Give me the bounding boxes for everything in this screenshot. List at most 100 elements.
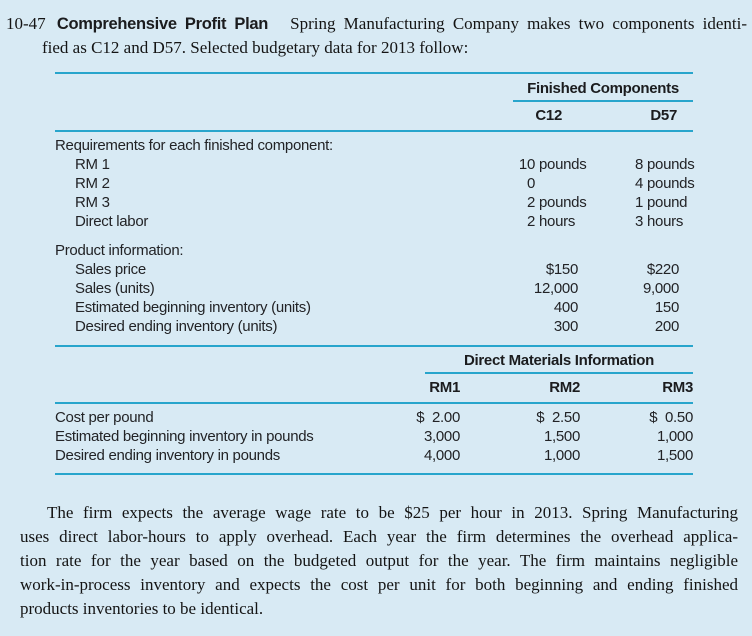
d57-unit: pounds xyxy=(647,175,695,192)
row-label: Estimated beginning inventory in pounds xyxy=(55,428,314,445)
c12-cell: 0 xyxy=(477,174,585,193)
table-row: Desired ending inventory (units) 300 200 xyxy=(55,317,693,336)
table-row: Sales price $150 $220 xyxy=(55,260,693,279)
c12-cell: 300 xyxy=(477,317,585,336)
row-label: RM 3 xyxy=(75,194,110,211)
column-header-rm2: RM2 xyxy=(549,379,580,396)
table-row: Estimated beginning inventory in pounds … xyxy=(55,427,693,446)
d57-value: 9,000 xyxy=(642,280,679,297)
row-label: Estimated beginning inventory (units) xyxy=(75,299,311,316)
rm3-value: 1,000 xyxy=(656,428,693,445)
d57-cell: 200 xyxy=(585,317,693,336)
paragraph-line: tion rate for the year based on the budg… xyxy=(20,551,738,570)
c12-cell: 400 xyxy=(477,298,585,317)
section-gap xyxy=(55,231,693,241)
d57-unit: hours xyxy=(647,213,684,230)
row-label: Desired ending inventory (units) xyxy=(75,318,278,335)
c12-unit xyxy=(539,174,585,193)
closing-paragraph: The firm expects the average wage rate t… xyxy=(20,501,738,621)
column-header-rm3: RM3 xyxy=(662,379,693,396)
row-label: Desired ending inventory in pounds xyxy=(55,447,280,464)
paragraph-line: work-in-process inventory and expects th… xyxy=(20,575,738,594)
d57-cell: 150 xyxy=(585,298,693,317)
c12-value: 300 xyxy=(553,318,578,335)
column-header-c12: C12 xyxy=(535,107,562,124)
d57-cell: 4 pounds xyxy=(585,174,695,193)
problem-intro-line1: Spring Manufacturing Company makes two c… xyxy=(290,14,747,33)
row-label: Sales (units) xyxy=(75,280,155,297)
problem-title: Comprehensive Profit Plan xyxy=(56,15,269,33)
table-row: Cost per pound $ 2.00 $ 2.50 $ 0.50 xyxy=(55,408,693,427)
table-row: RM 3 2 pounds 1 pound xyxy=(55,193,693,212)
d57-value: 1 xyxy=(634,194,643,211)
d57-unit: pound xyxy=(647,194,688,211)
d57-cell: 1 pound xyxy=(585,193,693,212)
c12-cell: 12,000 xyxy=(477,279,585,298)
c12-value: 10 xyxy=(518,156,535,173)
budget-tables: Finished Components C12 D57 Requirements… xyxy=(55,72,695,475)
table-row: RM 1 10 pounds 8 pounds xyxy=(55,155,695,174)
section-heading-requirements: Requirements for each finished component… xyxy=(55,137,333,154)
rm1-value: 3,000 xyxy=(423,428,460,445)
table2-body: Cost per pound $ 2.00 $ 2.50 $ 0.50 Esti… xyxy=(55,404,693,473)
section-heading-product-info: Product information: xyxy=(55,242,184,259)
table-row: Sales (units) 12,000 9,000 xyxy=(55,279,693,298)
rm2-value: 1,000 xyxy=(543,447,580,464)
c12-cell: $150 xyxy=(477,260,585,279)
c12-unit: pounds xyxy=(539,194,587,211)
d57-value: $220 xyxy=(646,261,679,278)
d57-value: 200 xyxy=(654,318,679,335)
problem-number: 10-47 xyxy=(6,14,46,33)
d57-cell: $220 xyxy=(585,260,693,279)
paragraph-line: uses direct labor-hours to apply overhea… xyxy=(20,527,738,546)
c12-value: 400 xyxy=(553,299,578,316)
table-row: Direct labor 2 hours 3 hours xyxy=(55,212,693,231)
d57-value: 3 xyxy=(634,213,643,230)
rm2-value: $ 2.50 xyxy=(536,409,580,426)
d57-value: 150 xyxy=(654,299,679,316)
direct-materials-header: Direct Materials Information xyxy=(425,347,693,374)
c12-value: 2 xyxy=(526,194,535,211)
d57-unit: pounds xyxy=(647,156,695,173)
problem-intro-line2: fied as C12 and D57. Selected budgetary … xyxy=(42,38,469,57)
row-label: Direct labor xyxy=(75,213,149,230)
column-header-rm1: RM1 xyxy=(429,379,460,396)
table-row: Estimated beginning inventory (units) 40… xyxy=(55,298,693,317)
d57-cell: 3 hours xyxy=(585,212,693,231)
table2-bottom-rule xyxy=(55,473,693,475)
table1-body: Requirements for each finished component… xyxy=(55,132,695,345)
paragraph-line: products inventories to be identical. xyxy=(20,599,264,618)
table-row: Desired ending inventory in pounds 4,000… xyxy=(55,446,693,465)
rm2-value: 1,500 xyxy=(543,428,580,445)
c12-cell: 2 hours xyxy=(477,212,585,231)
rm3-value: $ 0.50 xyxy=(649,409,693,426)
row-label: Cost per pound xyxy=(55,409,154,426)
table-divider-rule xyxy=(55,345,693,347)
d57-value: 4 xyxy=(634,175,643,192)
row-label: Sales price xyxy=(75,261,146,278)
table1-column-header-row: C12 D57 xyxy=(55,102,693,130)
row-label: RM 2 xyxy=(75,175,110,192)
table1-header-rule xyxy=(55,130,693,132)
c12-cell: 2 pounds xyxy=(477,193,587,212)
rm3-value: 1,500 xyxy=(656,447,693,464)
paragraph-line: The firm expects the average wage rate t… xyxy=(47,503,738,522)
c12-value: $150 xyxy=(545,261,578,278)
c12-cell: 10 pounds xyxy=(477,155,587,174)
problem-title-line: 10-47 Comprehensive Profit Plan Spring M… xyxy=(6,12,747,36)
d57-value: 8 xyxy=(634,156,643,173)
c12-value: 12,000 xyxy=(533,280,578,297)
d57-cell: 9,000 xyxy=(585,279,693,298)
c12-value: 2 xyxy=(526,213,535,230)
finished-components-header: Finished Components xyxy=(513,74,693,102)
table2-header-rule xyxy=(55,402,693,404)
rm1-value: $ 2.00 xyxy=(416,409,460,426)
table1-top-rule xyxy=(55,72,693,74)
column-header-d57: D57 xyxy=(650,107,677,124)
table-row: RM 2 0 4 pounds xyxy=(55,174,695,193)
row-label: RM 1 xyxy=(75,156,110,173)
rm1-value: 4,000 xyxy=(423,447,460,464)
c12-unit: hours xyxy=(539,213,576,230)
c12-unit: pounds xyxy=(539,156,587,173)
